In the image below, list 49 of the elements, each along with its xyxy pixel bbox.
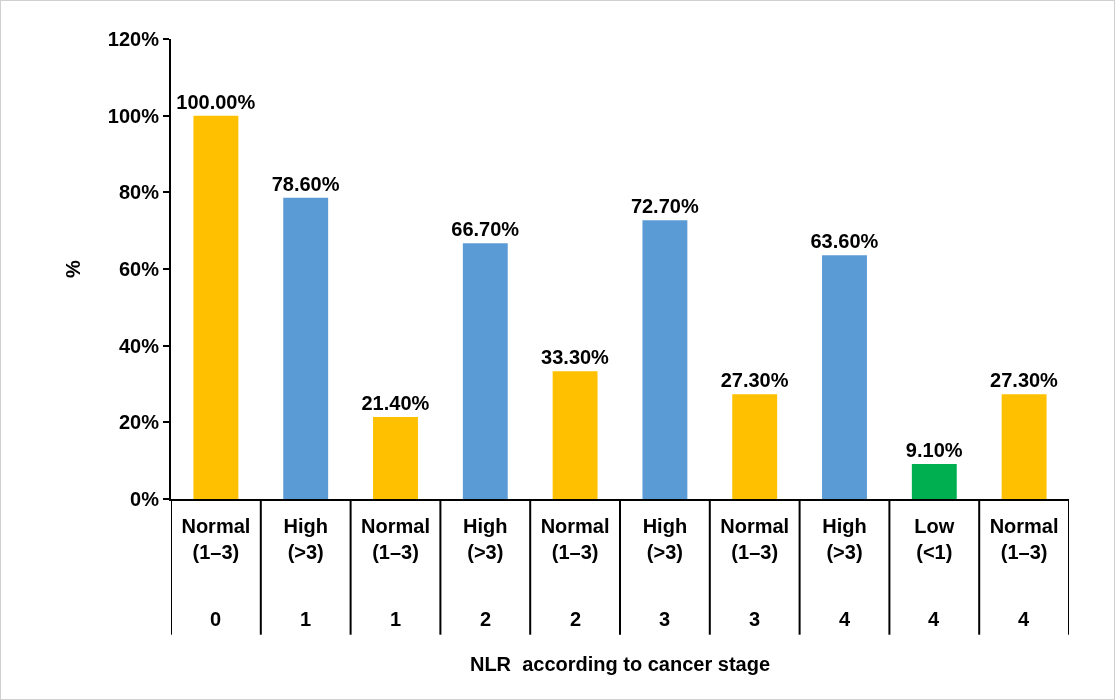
y-tick-label: 60% <box>118 258 160 280</box>
x-axis-title: NLR according to cancer stage <box>469 653 771 675</box>
bar <box>283 197 329 499</box>
text: 2 <box>480 608 492 630</box>
y-tick-label: 20% <box>118 411 160 434</box>
data-label: 33.30% <box>541 346 610 369</box>
bar <box>373 416 418 499</box>
bar <box>911 464 957 499</box>
y-axis-title: % <box>61 259 84 278</box>
data-label: 78.60% <box>271 172 340 195</box>
x-tick-label: Normal (1–3) <box>181 515 251 563</box>
x-tick-label: High (>3) <box>283 515 328 563</box>
data-label: 100.00% <box>176 90 256 113</box>
y-tick-label: 120% <box>107 28 160 50</box>
x-tick-label: Normal (1–3) <box>540 515 610 563</box>
data-label: 66.70% <box>451 218 520 241</box>
data-label: 9.10% <box>905 439 963 462</box>
y-tick-label: 80% <box>118 181 160 204</box>
text: 0 <box>210 608 222 630</box>
text: 1 <box>300 608 312 630</box>
data-label: 27.30% <box>990 369 1059 392</box>
data-label: 27.30% <box>720 369 789 392</box>
text: 4 <box>839 608 851 630</box>
x-tick-label: Low (<1) <box>914 515 955 563</box>
y-tick-label: 40% <box>118 334 160 357</box>
x-tick-label: High (>3) <box>822 515 867 563</box>
x-tick-label: Normal (1–3) <box>989 515 1059 563</box>
x-tick-label: High (>3) <box>463 515 508 563</box>
text: 3 <box>659 608 671 630</box>
bar <box>732 394 778 499</box>
bar <box>642 220 688 499</box>
x-tick-label: High (>3) <box>642 515 688 563</box>
text: 3 <box>749 608 761 630</box>
data-label: 63.60% <box>810 230 879 253</box>
y-tick-label: 0% <box>130 488 160 510</box>
text: 1 <box>390 608 402 630</box>
bar <box>462 243 508 499</box>
data-label: 21.40% <box>361 391 430 414</box>
bar <box>1001 394 1047 499</box>
data-label: 72.70% <box>630 195 699 218</box>
text: 4 <box>928 608 940 630</box>
y-tick-label: 100% <box>107 104 160 127</box>
x-tick-label: Normal (1–3) <box>720 515 790 563</box>
bar <box>552 371 598 499</box>
x-tick-label: Normal (1–3) <box>361 515 430 563</box>
text: 2 <box>570 608 582 630</box>
text: 4 <box>1018 608 1030 630</box>
bar <box>822 255 867 499</box>
bar <box>193 115 239 499</box>
